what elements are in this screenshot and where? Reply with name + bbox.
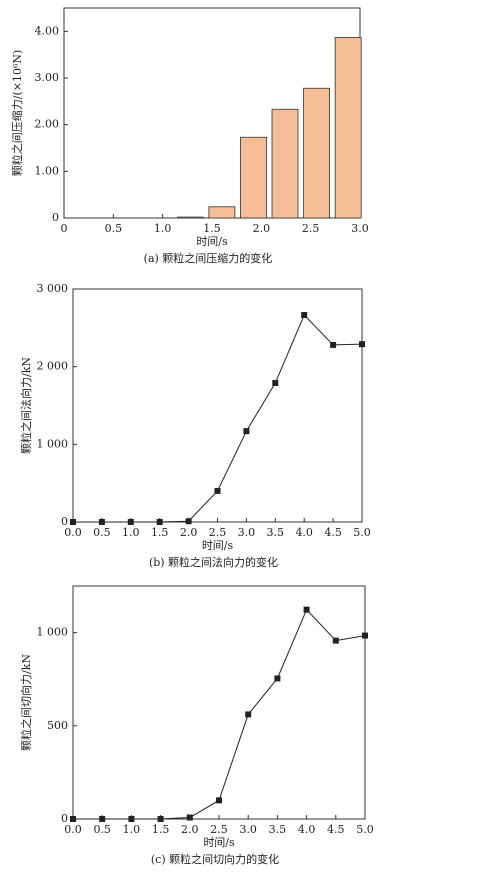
y-tick-label: 0 [61, 812, 68, 825]
bar [208, 206, 236, 219]
data-point [214, 487, 221, 494]
y-tick-label: 1 000 [37, 437, 69, 450]
x-axis-label: 时间/s [202, 539, 234, 552]
data-point [272, 379, 279, 386]
y-tick-label: 1 000 [37, 626, 69, 639]
x-tick-label: 1.5 [151, 526, 169, 539]
y-tick-label: 3 000 [37, 282, 69, 295]
y-axis-label: 颗粒之间压缩力/(×10⁶N) [10, 50, 24, 177]
caption: (b) 颗粒之间法向力的变化 [149, 555, 278, 569]
data-point [98, 519, 105, 525]
x-tick-label: 1.0 [154, 222, 172, 235]
data-point [243, 428, 250, 435]
x-tick-label: 3.5 [267, 526, 285, 539]
x-tick-label: 3.0 [239, 823, 257, 836]
x-tick-label: 1.5 [152, 823, 170, 836]
x-tick-label: 3.5 [269, 823, 287, 836]
plot-frame [72, 585, 366, 820]
caption: (a) 颗粒之间压缩力的变化 [144, 251, 273, 265]
data-point [216, 797, 222, 804]
data-point [330, 341, 337, 348]
data-point [156, 519, 163, 525]
data-point [70, 816, 76, 822]
x-tick-label: 0.0 [64, 526, 82, 539]
data-point [157, 816, 164, 822]
x-axis-label: 时间/s [196, 235, 228, 248]
y-axis-label: 颗粒之间法向力/kN [19, 357, 33, 454]
data-point [303, 606, 310, 613]
x-tick-label: 5.0 [356, 823, 374, 836]
y-tick-label: 2 000 [37, 360, 69, 373]
x-tick-label: 0.0 [64, 823, 82, 836]
x-tick-label: 1.5 [203, 222, 221, 235]
x-tick-label: 0.5 [93, 526, 111, 539]
x-tick-label: 0.5 [93, 823, 111, 836]
x-tick-label: 5.0 [353, 526, 371, 539]
x-axis-label: 时间/s [203, 836, 235, 849]
x-tick-label: 3.0 [351, 222, 369, 235]
data-point [185, 518, 192, 525]
x-tick-label: 0 [61, 222, 68, 235]
x-tick-label: 4.0 [295, 526, 313, 539]
data-point [70, 519, 76, 525]
x-tick-label: 2.5 [302, 222, 320, 235]
data-point [301, 312, 308, 319]
data-point [332, 637, 339, 644]
x-tick-label: 2.0 [253, 222, 271, 235]
x-tick-label: 4.5 [327, 823, 345, 836]
caption: (c) 颗粒之间切向力的变化 [151, 852, 279, 866]
y-tick-label: 0 [52, 211, 59, 224]
x-tick-label: 0.5 [105, 222, 123, 235]
x-tick-label: 2.5 [209, 526, 227, 539]
y-tick-label: 4.00 [35, 24, 60, 37]
y-tick-label: 500 [47, 719, 68, 732]
y-tick-label: 3.00 [35, 71, 60, 84]
y-tick-label: 2.00 [35, 118, 60, 131]
bar [334, 37, 362, 219]
data-point [186, 814, 193, 821]
data-point [99, 816, 106, 822]
x-tick-label: 2.5 [210, 823, 228, 836]
bar [271, 108, 299, 219]
plot-frame [72, 288, 363, 523]
y-axis-label: 颗粒之间切向力/kN [19, 654, 33, 751]
bar [303, 87, 330, 219]
data-point [127, 519, 134, 525]
x-tick-label: 4.0 [298, 823, 316, 836]
x-tick-label: 4.5 [324, 526, 342, 539]
data-point [274, 675, 281, 682]
y-tick-label: 1.00 [35, 164, 60, 177]
data-point [128, 816, 135, 822]
data-point [245, 711, 252, 718]
x-tick-label: 1.0 [122, 526, 140, 539]
bar [176, 216, 204, 219]
x-tick-label: 3.0 [238, 526, 256, 539]
data-line [73, 608, 366, 820]
bar [240, 136, 267, 219]
y-tick-label: 0 [61, 515, 68, 528]
x-tick-label: 2.0 [180, 526, 198, 539]
x-tick-label: 1.0 [123, 823, 141, 836]
x-tick-label: 2.0 [181, 823, 199, 836]
data-point [362, 632, 368, 639]
data-point [359, 341, 365, 348]
